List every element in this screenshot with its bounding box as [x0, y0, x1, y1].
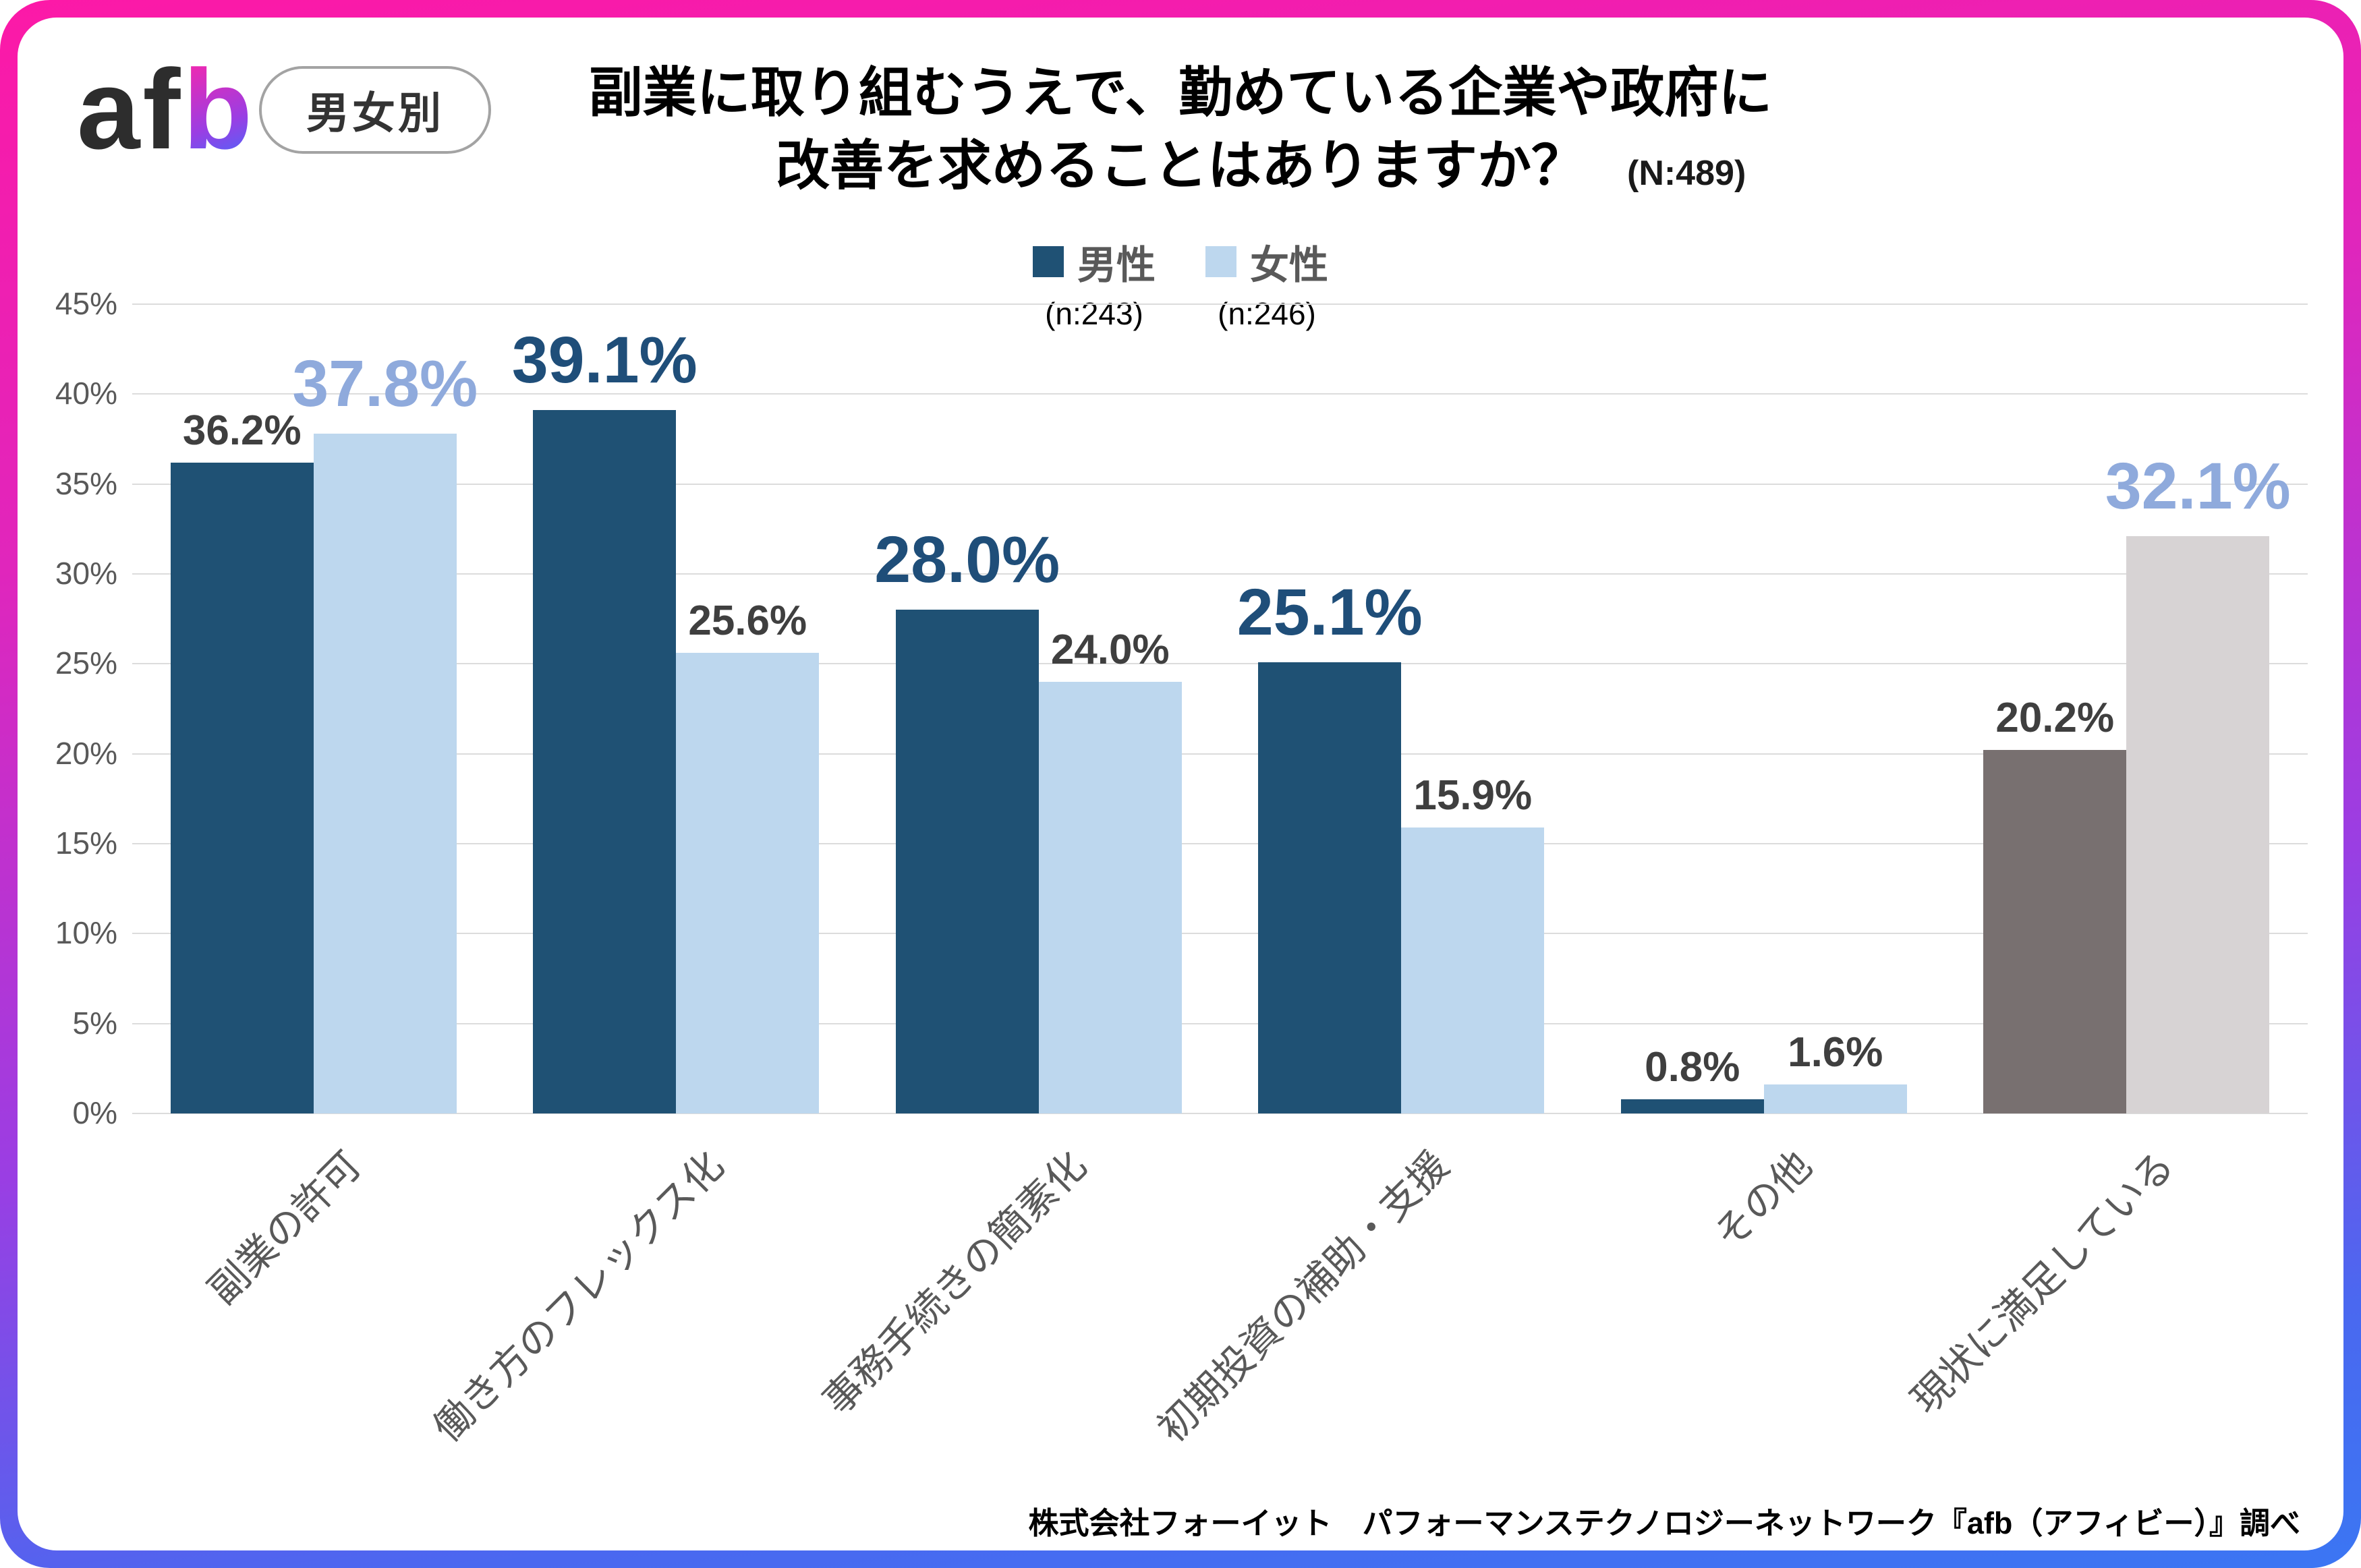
category-label-1: 働き方のフレックス化: [425, 1143, 733, 1451]
legend-entry-female: 女性 (n:246): [1205, 233, 1328, 332]
y-axis-tick-10%: 10%: [55, 915, 117, 951]
gridline-30%: [132, 573, 2308, 575]
category-label-5: 現状に満足している: [1903, 1143, 2183, 1423]
gridline-20%: [132, 753, 2308, 755]
gridline-25%: [132, 663, 2308, 665]
category-label-0: 副業の許可: [200, 1143, 370, 1313]
bar-female-5: [2126, 536, 2270, 1113]
legend-label-female: 女性: [1250, 243, 1329, 287]
value-label-female-0: 37.8%: [292, 347, 478, 420]
value-label-female-1: 25.6%: [688, 598, 807, 645]
value-label-female-3: 15.9%: [1413, 772, 1533, 819]
value-label-male-2: 28.0%: [874, 523, 1060, 597]
legend-n-female: (n:246): [1218, 296, 1316, 331]
bar-female-0: [313, 434, 457, 1113]
bar-male-1: [533, 410, 677, 1113]
legend: 男性 (n:243) 女性 (n:246): [1032, 233, 1328, 332]
afb-logo-gradient-part: b: [183, 46, 256, 173]
gridline-5%: [132, 1022, 2308, 1024]
y-axis: 0% 5% 10% 15% 20% 25% 30% 35% 40% 45%: [18, 286, 117, 1130]
value-label-female-4: 1.6%: [1788, 1029, 1883, 1076]
bar-female-4: [1763, 1084, 1907, 1113]
title-line-1: 副業に取り組むうえで、勤めている企業や政府に: [588, 63, 1773, 123]
y-axis-tick-15%: 15%: [55, 825, 117, 861]
y-axis-tick-25%: 25%: [55, 645, 117, 681]
afb-logo-dark-part: af: [77, 46, 183, 173]
y-axis-tick-45%: 45%: [55, 286, 117, 321]
y-axis-tick-0%: 0%: [72, 1095, 117, 1130]
bar-female-3: [1401, 827, 1545, 1113]
bar-female-2: [1038, 682, 1182, 1113]
category-label-2: 事務手続きの簡素化: [814, 1143, 1095, 1424]
legend-label-male: 男性: [1077, 243, 1156, 287]
value-label-male-4: 0.8%: [1645, 1043, 1740, 1091]
gridline-45%: [132, 303, 2308, 305]
category-label-4: その他: [1705, 1143, 1820, 1258]
legend-entry-male: 男性 (n:243): [1032, 233, 1156, 332]
bar-female-1: [676, 653, 820, 1113]
y-axis-tick-20%: 20%: [55, 735, 117, 771]
bar-male-2: [895, 610, 1039, 1113]
bar-male-0: [170, 462, 314, 1113]
value-label-female-5: 32.1%: [2105, 449, 2291, 523]
source-attribution: 株式会社フォーイット パフォーマンステクノロジーネットワーク『afb（アフィビー…: [1028, 1506, 2300, 1540]
legend-swatch-female: [1205, 246, 1236, 277]
bar-male-5: [1983, 750, 2127, 1113]
value-label-male-0: 36.2%: [182, 407, 302, 454]
y-axis-tick-35%: 35%: [55, 465, 117, 501]
category-label-3: 初期投資の補助・支援: [1149, 1143, 1458, 1451]
gridline-15%: [132, 843, 2308, 844]
gender-split-badge: 男女別: [259, 66, 491, 154]
legend-n-male: (n:243): [1045, 296, 1143, 331]
gridline-10%: [132, 933, 2308, 935]
value-label-female-2: 24.0%: [1050, 627, 1170, 673]
badge-label: 男女別: [306, 89, 444, 138]
value-label-male-3: 25.1%: [1236, 575, 1423, 649]
title-line-2-wrap: 改善を求めることはありますか？ (N:489): [776, 129, 1746, 202]
legend-swatch-male: [1032, 246, 1064, 277]
value-label-male-5: 20.2%: [1995, 695, 2115, 742]
chart-panel: afb 男女別 副業に取り組むうえで、勤めている企業や政府に 改善を求めることは…: [18, 18, 2343, 1550]
gridline-40%: [132, 393, 2308, 395]
bar-male-4: [1620, 1099, 1764, 1113]
y-axis-tick-30%: 30%: [55, 556, 117, 591]
chart-title: 副業に取り組むうえで、勤めている企業や政府に 改善を求めることはありますか？ (…: [589, 57, 1772, 202]
gridline-35%: [132, 483, 2308, 485]
value-label-male-1: 39.1%: [511, 323, 698, 397]
afb-logo: afb: [77, 53, 255, 166]
y-axis-tick-40%: 40%: [55, 376, 117, 411]
sample-size-label: (N:489): [1627, 153, 1746, 193]
gridline-0%: [132, 1113, 2308, 1114]
bar-male-3: [1258, 662, 1402, 1113]
y-axis-tick-5%: 5%: [72, 1005, 117, 1041]
plot-area: 36.2% 37.8% 39.1% 25.6% 28.0% 24.0% 25.1% 15.9%…: [132, 303, 2308, 1114]
title-line-2: 改善を求めることはありますか？: [776, 136, 1585, 196]
